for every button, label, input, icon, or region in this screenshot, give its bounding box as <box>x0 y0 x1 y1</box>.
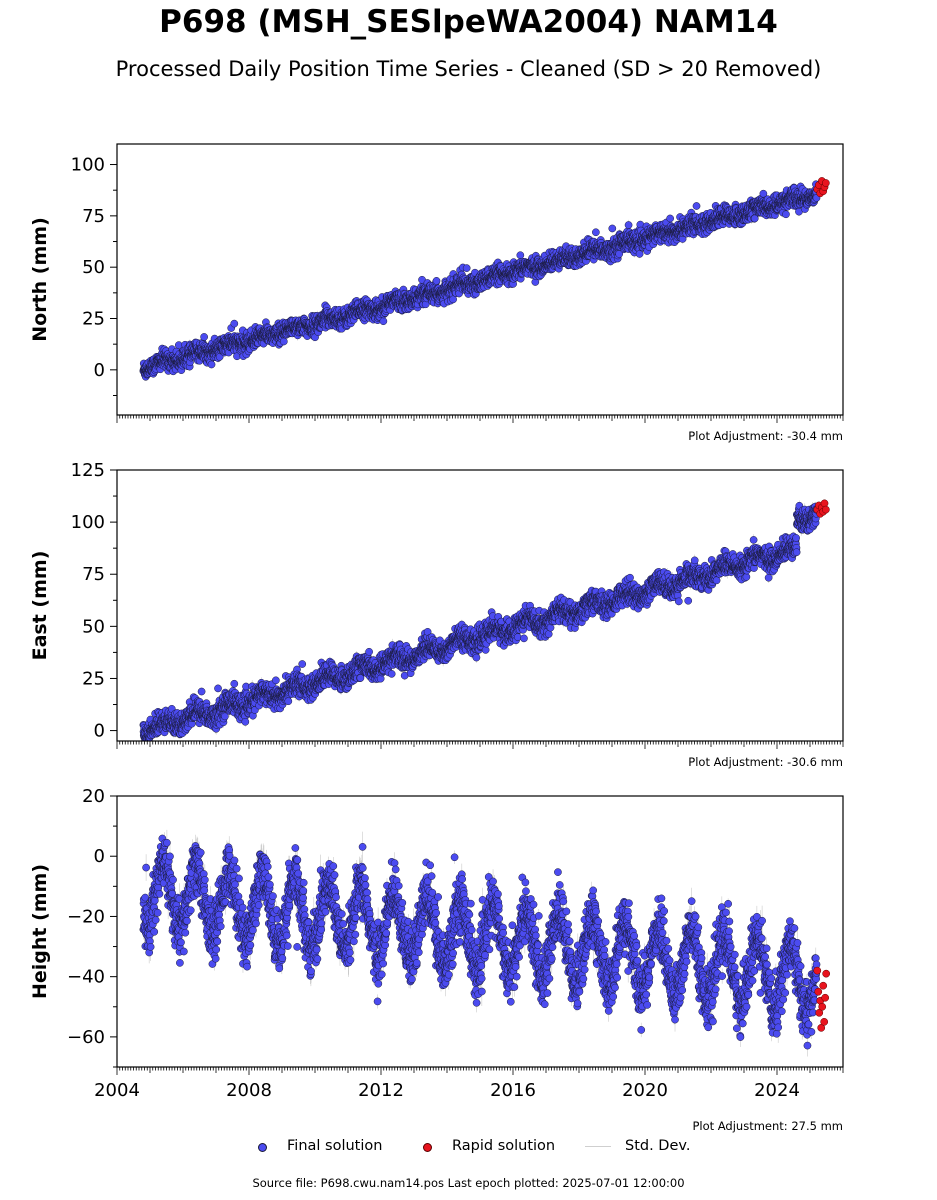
chart-subtitle: Processed Daily Position Time Series - C… <box>115 57 822 81</box>
final-solution-point <box>432 277 441 285</box>
final-solution-point <box>516 251 525 260</box>
final-solution-point <box>608 224 617 233</box>
final-solution-point <box>462 264 471 272</box>
final-solution-point <box>592 228 600 237</box>
final-solution-series <box>139 180 821 381</box>
final-solution-point <box>624 221 633 229</box>
final-solution-point <box>379 317 388 326</box>
final-solution-point <box>230 319 239 328</box>
final-solution-point <box>279 337 288 346</box>
final-solution-point <box>207 360 216 369</box>
chart-title: P698 (MSH_SESlpeWA2004) NAM14 <box>159 4 778 40</box>
plot-area <box>139 177 830 381</box>
final-solution-point <box>200 333 208 341</box>
